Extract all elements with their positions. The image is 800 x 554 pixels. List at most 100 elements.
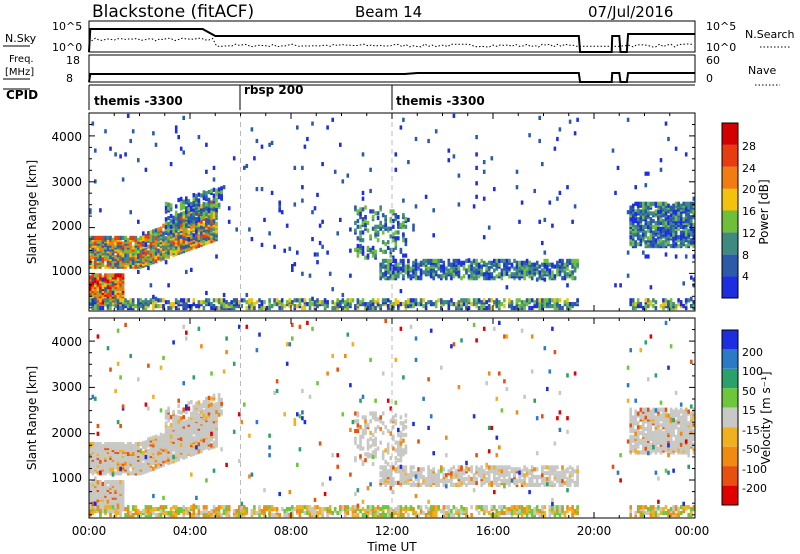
data-cell bbox=[177, 213, 180, 218]
data-cell bbox=[397, 215, 400, 220]
data-cell bbox=[356, 224, 360, 229]
data-cell bbox=[535, 304, 539, 309]
data-cell bbox=[152, 435, 155, 440]
data-cell bbox=[162, 223, 165, 228]
freq-unit-label: [MHz] bbox=[5, 67, 34, 78]
data-cell bbox=[104, 298, 107, 303]
data-cell bbox=[538, 138, 541, 144]
data-cell bbox=[318, 300, 322, 305]
data-cell bbox=[167, 418, 170, 423]
data-cell bbox=[571, 270, 574, 275]
data-cell bbox=[174, 216, 178, 221]
data-cell bbox=[227, 505, 231, 510]
data-cell bbox=[447, 478, 451, 484]
data-cell bbox=[412, 304, 415, 309]
data-cell bbox=[331, 300, 334, 305]
data-cell bbox=[278, 204, 281, 209]
data-cell bbox=[429, 469, 433, 474]
data-cell bbox=[301, 298, 304, 303]
data-cell bbox=[657, 240, 660, 245]
data-cell bbox=[364, 419, 367, 424]
data-cell bbox=[692, 196, 696, 201]
data-cell bbox=[520, 473, 524, 478]
data-cell bbox=[399, 438, 403, 443]
data-cell bbox=[293, 165, 297, 170]
data-cell bbox=[129, 210, 132, 215]
data-cell bbox=[354, 411, 357, 416]
data-cell bbox=[487, 276, 491, 281]
data-cell bbox=[566, 258, 569, 263]
data-cell bbox=[495, 476, 499, 482]
data-cell bbox=[414, 482, 418, 487]
data-cell bbox=[99, 283, 102, 288]
data-cell bbox=[285, 300, 289, 305]
data-cell bbox=[217, 393, 221, 398]
data-cell bbox=[99, 509, 102, 514]
data-cell bbox=[440, 478, 443, 484]
data-cell bbox=[205, 404, 208, 409]
data-cell bbox=[374, 442, 377, 447]
data-cell bbox=[192, 404, 196, 409]
data-cell bbox=[553, 473, 557, 478]
data-cell bbox=[553, 305, 557, 311]
data-cell bbox=[528, 266, 531, 271]
data-cell bbox=[243, 505, 246, 510]
data-cell bbox=[505, 469, 509, 474]
data-cell bbox=[384, 460, 387, 465]
data-cell bbox=[101, 305, 105, 311]
data-cell bbox=[119, 480, 122, 485]
data-cell bbox=[167, 406, 170, 411]
data-cell bbox=[250, 298, 254, 303]
data-cell bbox=[147, 437, 150, 442]
data-cell bbox=[341, 179, 345, 184]
data-cell bbox=[389, 482, 393, 487]
data-cell bbox=[190, 207, 193, 212]
data-cell bbox=[356, 236, 360, 241]
data-cell bbox=[397, 469, 400, 474]
data-cell bbox=[91, 442, 95, 447]
data-cell bbox=[679, 213, 683, 218]
data-cell bbox=[677, 226, 680, 231]
data-cell bbox=[561, 465, 564, 470]
data-cell bbox=[386, 245, 390, 250]
data-cell bbox=[142, 462, 145, 467]
data-cell bbox=[631, 203, 635, 208]
nsky-trace bbox=[88, 28, 695, 53]
data-cell bbox=[394, 262, 398, 267]
data-cell bbox=[434, 262, 438, 267]
data-cell bbox=[349, 227, 352, 232]
data-cell bbox=[177, 415, 180, 420]
data-cell bbox=[179, 431, 183, 437]
data-cell bbox=[207, 226, 211, 231]
data-cell bbox=[99, 298, 102, 303]
data-cell bbox=[636, 201, 640, 206]
data-cell bbox=[626, 117, 630, 122]
data-cell bbox=[109, 505, 112, 510]
data-cell bbox=[381, 213, 385, 218]
data-cell bbox=[381, 258, 385, 263]
data-cell bbox=[114, 471, 117, 476]
colorbar-segment bbox=[722, 166, 738, 189]
data-cell bbox=[197, 198, 201, 203]
data-cell bbox=[366, 253, 370, 258]
data-cell bbox=[470, 480, 473, 485]
data-cell bbox=[361, 220, 365, 225]
data-cell bbox=[205, 219, 208, 224]
data-cell bbox=[407, 272, 410, 277]
data-cell bbox=[182, 199, 185, 204]
data-cell bbox=[404, 413, 408, 418]
data-cell bbox=[195, 512, 198, 518]
cpid-segment-label: themis -3300 bbox=[396, 94, 485, 108]
data-cell bbox=[366, 228, 370, 233]
data-cell bbox=[174, 298, 178, 303]
data-cell bbox=[525, 471, 529, 476]
data-cell bbox=[546, 298, 549, 303]
data-cell bbox=[371, 226, 375, 231]
data-cell bbox=[571, 276, 574, 281]
data-cell bbox=[493, 480, 496, 485]
data-cell bbox=[664, 242, 668, 247]
data-cell bbox=[369, 436, 372, 441]
data-cell bbox=[207, 203, 211, 208]
data-cell bbox=[404, 238, 408, 243]
